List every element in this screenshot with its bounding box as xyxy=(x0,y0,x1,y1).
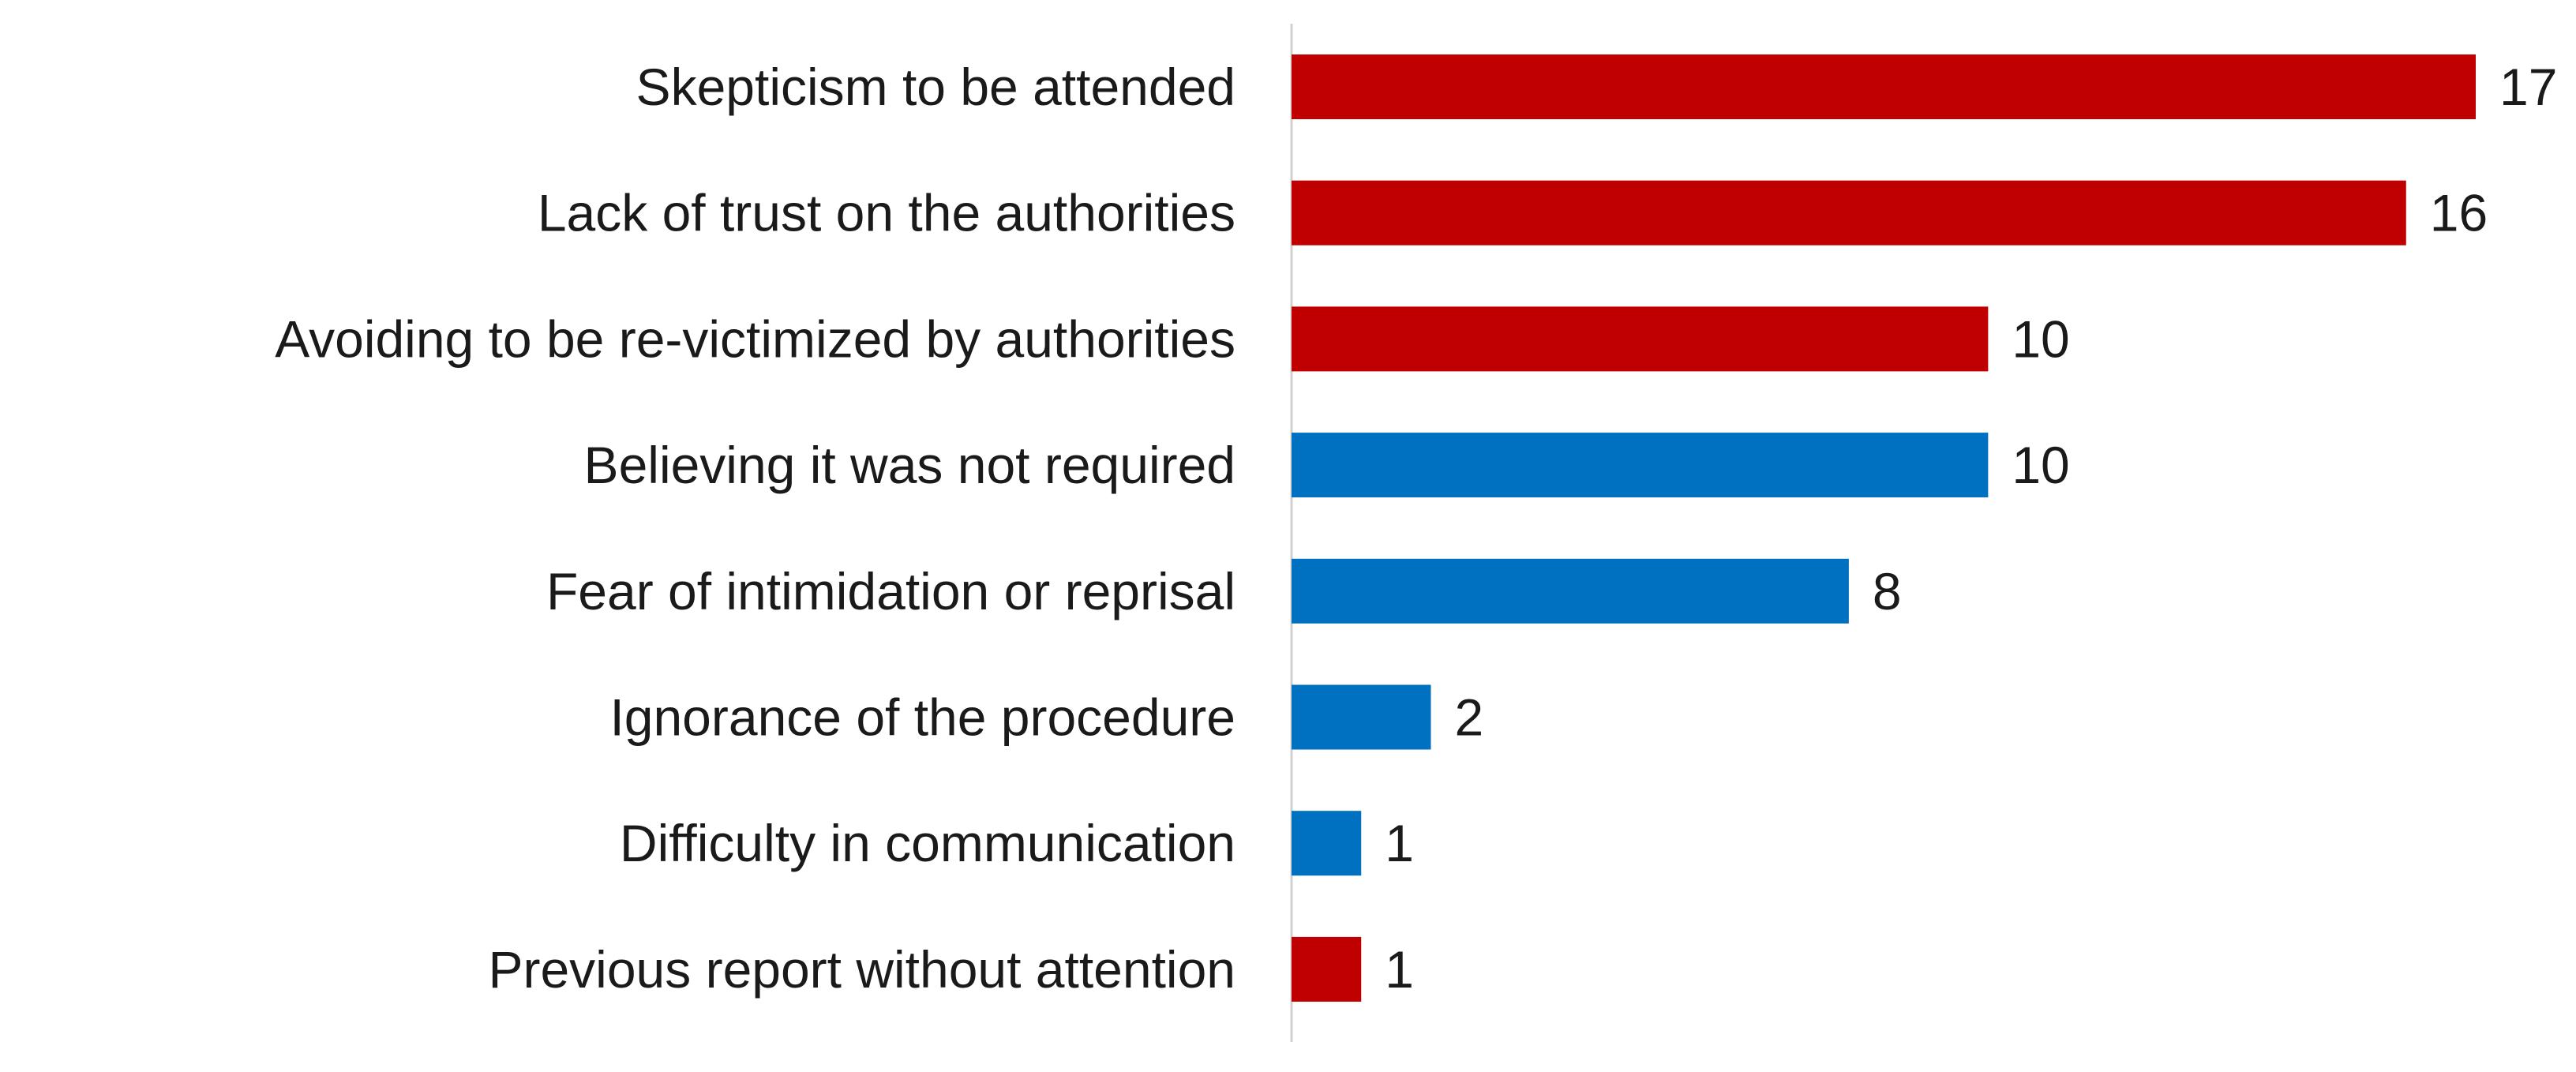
bar xyxy=(1292,811,1362,876)
data-label: 1 xyxy=(1385,814,1414,872)
category-label: Previous report without attention xyxy=(488,940,1236,999)
data-label: 10 xyxy=(2012,436,2069,494)
data-label: 16 xyxy=(2430,184,2488,242)
data-label: 10 xyxy=(2012,309,2069,368)
bar xyxy=(1292,558,1849,624)
category-label: Difficulty in communication xyxy=(620,814,1236,872)
data-label: 17 xyxy=(2499,58,2557,116)
bar xyxy=(1292,433,1989,498)
bar xyxy=(1292,936,1362,1002)
data-label: 8 xyxy=(1873,562,1902,620)
category-label: Avoiding to be re-victimized by authorit… xyxy=(275,309,1236,368)
category-label: Fear of intimidation or reprisal xyxy=(546,562,1236,620)
data-label: 1 xyxy=(1385,940,1414,999)
category-label: Lack of trust on the authorities xyxy=(538,184,1236,242)
data-labels-group: 17 16 10 10 8 2 1 1 xyxy=(1385,58,2557,999)
category-labels-group: Skepticism to be attended Lack of trust o… xyxy=(275,58,1236,999)
bar xyxy=(1292,54,2476,119)
category-label: Ignorance of the procedure xyxy=(609,688,1236,747)
bar xyxy=(1292,306,1989,372)
bars-group xyxy=(1292,54,2476,1002)
bar xyxy=(1292,684,1431,750)
data-label: 2 xyxy=(1454,688,1483,747)
category-label: Skepticism to be attended xyxy=(636,58,1236,116)
bar xyxy=(1292,180,2406,246)
category-label: Believing it was not required xyxy=(584,436,1236,494)
